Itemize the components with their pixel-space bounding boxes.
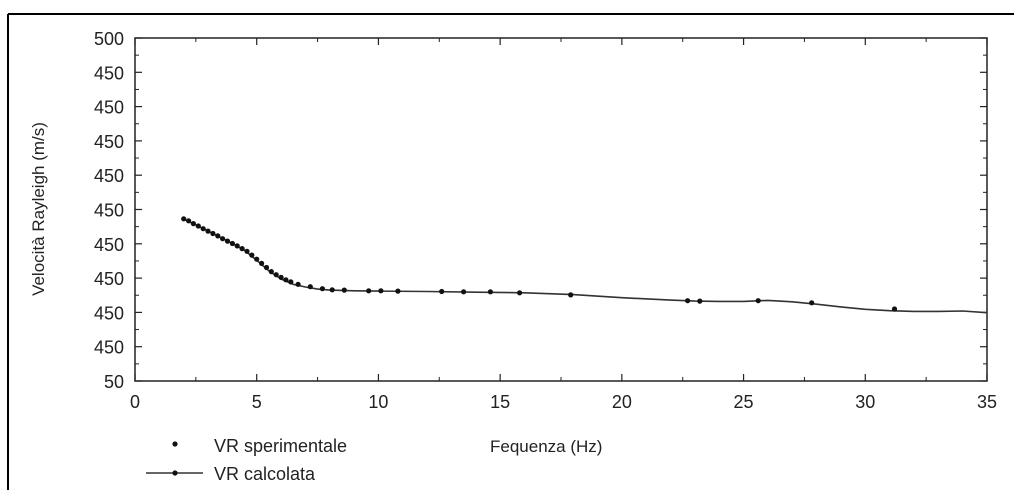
y-axis: 50 450 450 450 450 450 450 450 450 450 500 — [94, 29, 987, 392]
x-tick-label: 15 — [490, 392, 510, 412]
series-vr-sperimentale-point — [439, 288, 445, 295]
series-vr-sperimentale-point — [461, 289, 467, 295]
x-tick-label: 30 — [855, 392, 875, 412]
series-vr-sperimentale-point — [341, 287, 347, 293]
series-vr-sperimentale-point — [259, 260, 265, 266]
series-vr-sperimentale-point — [685, 298, 691, 304]
series-vr-sperimentale-point — [210, 230, 216, 237]
y-tick-label: 450 — [94, 235, 124, 255]
y-tick-label: 50 — [104, 372, 124, 392]
series-vr-sperimentale-point — [181, 216, 187, 222]
y-tick-label: 450 — [94, 63, 124, 83]
series-vr-sperimentale-point — [220, 236, 226, 242]
plot-area — [134, 37, 988, 382]
x-tick-label: 10 — [368, 392, 388, 412]
series-vr-sperimentale-point — [283, 277, 289, 283]
series-vr-sperimentale-point — [568, 292, 574, 298]
series-vr-sperimentale-point — [244, 248, 250, 254]
series-vr-sperimentale-point — [190, 221, 196, 227]
series-vr-sperimentale-point — [273, 272, 279, 278]
series-vr-sperimentale-point — [755, 298, 761, 304]
y-tick-label: 450 — [94, 303, 124, 323]
series-vr-sperimentale-point — [215, 233, 221, 239]
series-vr-calcolata-line — [183, 218, 988, 314]
y-axis-label: Velocità Rayleigh (m/s) — [29, 122, 48, 296]
x-axis-label: Fequenza (Hz) — [490, 437, 602, 456]
series-layer — [181, 216, 988, 314]
series-vr-sperimentale-point — [891, 306, 898, 312]
y-tick-label: 450 — [94, 98, 124, 118]
legend-label-vr-sperimentale: VR sperimentale — [214, 436, 347, 456]
y-tick-label: 450 — [94, 269, 124, 289]
y-tick-label: 450 — [94, 338, 124, 358]
legend: Fequenza (Hz) VR sperimentale VR calcolat… — [146, 436, 602, 484]
series-vr-sperimentale-point — [268, 269, 274, 275]
series-vr-sperimentale-point — [224, 238, 231, 244]
y-tick-label: 450 — [94, 166, 124, 186]
series-vr-sperimentale-point — [288, 279, 294, 285]
series-vr-sperimentale-point — [195, 223, 201, 229]
legend-label-vr-calcolata: VR calcolata — [214, 464, 316, 484]
x-tick-label: 5 — [252, 392, 262, 412]
series-vr-sperimentale-point — [278, 274, 284, 280]
legend-marker-vr-calcolata — [172, 470, 178, 476]
x-tick-label: 20 — [612, 392, 632, 412]
series-vr-sperimentale-point — [395, 288, 401, 294]
series-vr-sperimentale-point — [249, 252, 255, 258]
series-vr-sperimentale-point — [378, 288, 384, 294]
series-vr-sperimentale-point — [319, 286, 325, 292]
series-vr-sperimentale-point — [254, 256, 260, 262]
y-tick-label: 450 — [94, 201, 124, 221]
series-vr-sperimentale-point — [186, 218, 192, 224]
series-vr-sperimentale-point — [263, 264, 270, 271]
series-vr-sperimentale-point — [234, 243, 240, 249]
series-vr-sperimentale-point — [200, 226, 206, 232]
series-vr-sperimentale-point — [487, 289, 493, 295]
x-axis: 0 5 10 15 20 25 30 35 — [130, 38, 997, 412]
legend-marker-vr-sperimentale — [172, 441, 178, 447]
x-tick-label: 25 — [734, 392, 754, 412]
series-vr-sperimentale-point — [329, 287, 335, 293]
y-tick-label: 500 — [94, 29, 124, 49]
series-vr-sperimentale-point — [205, 228, 211, 234]
series-vr-sperimentale-point — [229, 240, 235, 247]
plot-frame — [134, 37, 988, 382]
x-tick-label: 0 — [130, 392, 140, 412]
y-tick-label: 450 — [94, 132, 124, 152]
series-vr-sperimentale-point — [697, 298, 703, 304]
x-tick-label: 35 — [977, 392, 997, 412]
series-vr-sperimentale-point — [307, 284, 313, 290]
series-vr-sperimentale-point — [366, 288, 372, 294]
series-vr-sperimentale-point — [295, 281, 301, 287]
series-vr-sperimentale-point — [809, 300, 815, 306]
series-vr-sperimentale-point — [517, 290, 523, 296]
series-vr-sperimentale-point — [239, 246, 245, 252]
